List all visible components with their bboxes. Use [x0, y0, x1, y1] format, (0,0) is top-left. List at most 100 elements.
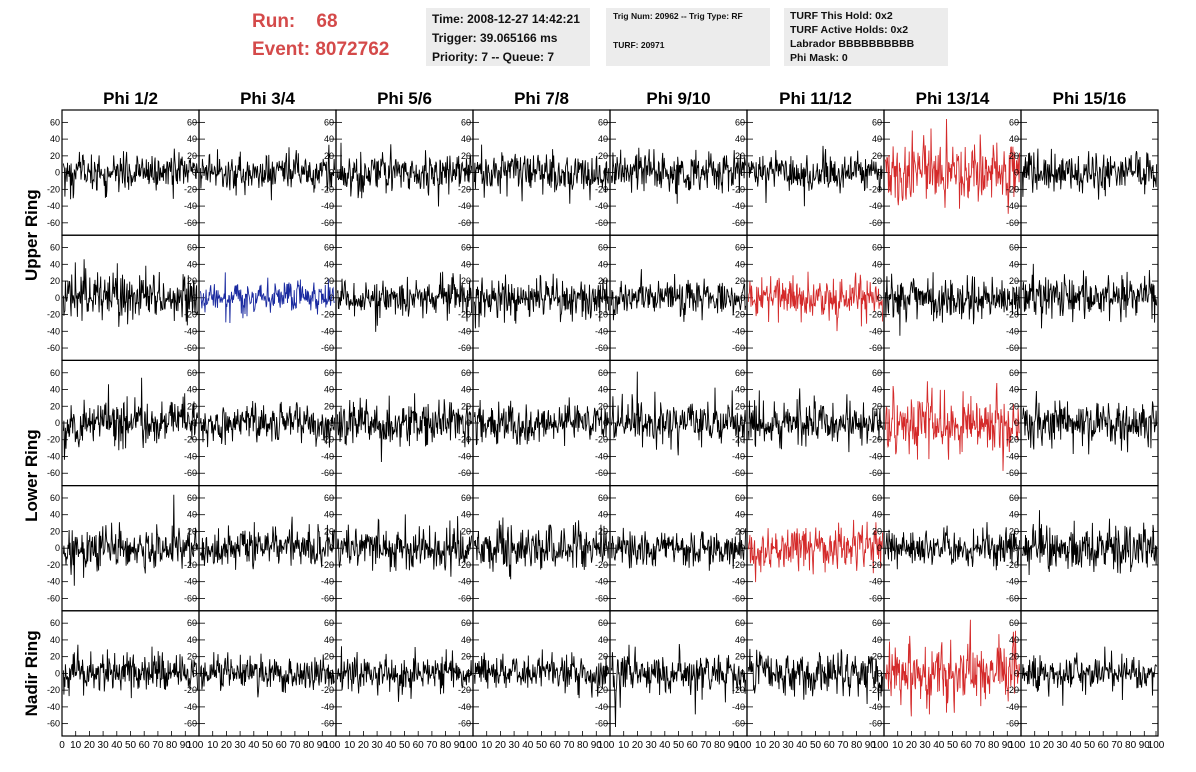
x-tick-label: 30	[783, 740, 795, 751]
y-tick-label: 0	[603, 543, 608, 553]
x-tick-label: 90	[591, 740, 603, 751]
y-tick-label: 60	[735, 493, 745, 503]
y-tick-label: 0	[55, 543, 60, 553]
y-tick-label: -60	[47, 719, 60, 729]
y-tick-label: 40	[461, 635, 471, 645]
x-tick-label: 80	[988, 740, 1000, 751]
y-tick-label: 40	[735, 635, 745, 645]
y-tick-label: -20	[184, 685, 197, 695]
y-tick-label: -40	[595, 702, 608, 712]
x-tick-label: 50	[1084, 740, 1096, 751]
y-tick-label: -40	[1006, 201, 1019, 211]
waveform-trace	[473, 144, 610, 204]
y-tick-label: -60	[321, 468, 334, 478]
y-tick-label: 0	[877, 168, 882, 178]
x-tick-label: 40	[933, 740, 945, 751]
y-tick-label: 40	[187, 385, 197, 395]
waveform-trace	[199, 400, 336, 448]
x-tick-label: 10	[207, 740, 219, 751]
x-tick-label: 90	[454, 740, 466, 751]
y-tick-label: 40	[1009, 259, 1019, 269]
y-tick-label: 40	[598, 635, 608, 645]
y-tick-label: 60	[461, 368, 471, 378]
trigger-text: Trigger: 39.065166 ms	[432, 31, 558, 45]
y-tick-label: 0	[740, 418, 745, 428]
y-tick-label: 0	[192, 293, 197, 303]
waveform-trace	[62, 259, 199, 327]
waveform-trace	[610, 147, 747, 204]
waveform-trace	[62, 494, 199, 586]
y-tick-label: -40	[184, 702, 197, 712]
y-tick-label: -20	[47, 560, 60, 570]
y-tick-label: -60	[732, 593, 745, 603]
x-tick-label: 70	[152, 740, 164, 751]
y-tick-label: 60	[461, 117, 471, 127]
y-tick-label: -40	[869, 702, 882, 712]
x-tick-label: 100	[1148, 740, 1165, 751]
x-tick-label: 30	[509, 740, 521, 751]
x-tick-label: 50	[125, 740, 137, 751]
x-tick-label: 50	[399, 740, 411, 751]
waveform-panel: -60 -40 -20 0 20 40 60	[47, 359, 200, 487]
x-tick-label: 60	[550, 740, 562, 751]
waveform-trace	[336, 142, 473, 207]
y-tick-label: 40	[461, 510, 471, 520]
x-tick-label: 20	[632, 740, 644, 751]
x-tick-label: 40	[522, 740, 534, 751]
x-tick-label: 80	[166, 740, 178, 751]
waveform-panel: -60 -40 -20 0 20 40 60	[458, 234, 611, 361]
y-tick-label: -40	[321, 201, 334, 211]
y-tick-label: -40	[595, 201, 608, 211]
y-tick-label: -20	[869, 310, 882, 320]
event-label: Event:	[252, 39, 311, 60]
y-tick-label: 40	[461, 134, 471, 144]
waveform-panel: -60 -40 -20 0 20 40 60	[869, 234, 1022, 361]
y-tick-label: -40	[184, 201, 197, 211]
y-tick-label: -40	[1006, 702, 1019, 712]
y-tick-label: -20	[47, 310, 60, 320]
waveform-trace	[610, 643, 747, 728]
y-tick-label: 60	[324, 243, 334, 253]
x-tick-label: 90	[1139, 740, 1151, 751]
x-tick-label: 80	[577, 740, 589, 751]
waveform-panel: -60 -40 -20 0 20 40 60	[1006, 234, 1159, 361]
y-tick-label: 60	[461, 493, 471, 503]
y-tick-label: -40	[732, 451, 745, 461]
y-tick-label: -40	[732, 702, 745, 712]
y-tick-label: 60	[598, 117, 608, 127]
y-tick-label: -20	[458, 184, 471, 194]
y-tick-label: -60	[595, 218, 608, 228]
y-tick-label: -20	[184, 560, 197, 570]
y-tick-label: 0	[740, 293, 745, 303]
y-tick-label: 0	[466, 418, 471, 428]
y-tick-label: -60	[1006, 593, 1019, 603]
y-tick-label: 0	[192, 418, 197, 428]
waveform-trace	[747, 519, 884, 583]
y-tick-label: -60	[869, 343, 882, 353]
x-tick-label: 60	[1098, 740, 1110, 751]
y-tick-label: 60	[50, 243, 60, 253]
column-title: Phi 11/12	[779, 89, 852, 108]
waveform-panel: -60 -40 -20 0 20 40 60	[1006, 109, 1159, 236]
y-tick-label: 60	[461, 243, 471, 253]
y-tick-label: 20	[735, 526, 745, 536]
x-tick-label: 50	[536, 740, 548, 751]
y-tick-label: 40	[1009, 510, 1019, 520]
y-tick-label: 60	[598, 368, 608, 378]
y-tick-label: 40	[735, 385, 745, 395]
y-tick-label: -60	[458, 218, 471, 228]
waveform-trace	[884, 381, 1020, 471]
y-tick-label: 40	[50, 510, 60, 520]
waveform-trace	[336, 393, 473, 463]
y-tick-label: -60	[869, 468, 882, 478]
x-tick-label: 60	[139, 740, 151, 751]
y-tick-label: 0	[192, 543, 197, 553]
panel-frame	[1020, 610, 1159, 737]
y-tick-label: 20	[50, 652, 60, 662]
y-tick-label: -60	[321, 719, 334, 729]
y-tick-label: -20	[869, 560, 882, 570]
column-title: Phi 5/6	[377, 89, 432, 108]
